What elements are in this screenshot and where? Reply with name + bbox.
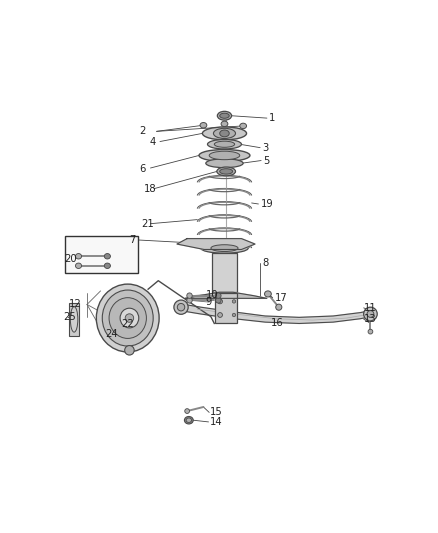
Ellipse shape bbox=[75, 263, 81, 269]
Ellipse shape bbox=[199, 150, 250, 161]
Polygon shape bbox=[180, 304, 371, 324]
Text: 18: 18 bbox=[144, 184, 156, 195]
Ellipse shape bbox=[104, 263, 110, 269]
Ellipse shape bbox=[218, 313, 223, 317]
Ellipse shape bbox=[109, 297, 146, 338]
Text: 19: 19 bbox=[261, 199, 274, 209]
Text: 12: 12 bbox=[69, 300, 82, 310]
Ellipse shape bbox=[220, 130, 229, 137]
Ellipse shape bbox=[215, 297, 221, 303]
Text: 3: 3 bbox=[262, 143, 268, 152]
Text: 20: 20 bbox=[64, 254, 77, 264]
Text: 4: 4 bbox=[150, 136, 156, 147]
Ellipse shape bbox=[177, 303, 185, 311]
Text: 17: 17 bbox=[275, 293, 287, 303]
Ellipse shape bbox=[367, 311, 374, 317]
Ellipse shape bbox=[125, 314, 134, 322]
Ellipse shape bbox=[184, 416, 193, 424]
Ellipse shape bbox=[206, 159, 243, 168]
Ellipse shape bbox=[214, 141, 235, 147]
Text: 11: 11 bbox=[364, 303, 376, 313]
Text: 9: 9 bbox=[206, 297, 212, 307]
Bar bbox=[65, 236, 138, 273]
Ellipse shape bbox=[211, 245, 238, 252]
Ellipse shape bbox=[209, 151, 240, 160]
Ellipse shape bbox=[217, 167, 236, 176]
Text: 15: 15 bbox=[210, 407, 223, 417]
Polygon shape bbox=[185, 292, 267, 298]
Ellipse shape bbox=[125, 345, 134, 355]
Ellipse shape bbox=[215, 293, 221, 298]
Text: 14: 14 bbox=[210, 417, 223, 427]
Text: 8: 8 bbox=[262, 258, 269, 268]
Ellipse shape bbox=[174, 300, 188, 314]
Ellipse shape bbox=[232, 313, 236, 317]
Ellipse shape bbox=[120, 308, 139, 328]
Text: 13: 13 bbox=[364, 314, 376, 324]
Text: 25: 25 bbox=[63, 312, 76, 322]
Ellipse shape bbox=[220, 113, 229, 118]
Bar bbox=[215, 293, 237, 324]
Ellipse shape bbox=[201, 243, 248, 253]
Ellipse shape bbox=[364, 307, 377, 321]
Ellipse shape bbox=[102, 290, 153, 346]
Ellipse shape bbox=[96, 284, 159, 352]
Ellipse shape bbox=[187, 293, 192, 298]
Text: 1: 1 bbox=[268, 113, 275, 123]
Ellipse shape bbox=[200, 123, 207, 128]
Ellipse shape bbox=[202, 127, 247, 140]
Ellipse shape bbox=[240, 123, 247, 128]
Ellipse shape bbox=[104, 254, 110, 259]
Ellipse shape bbox=[208, 140, 241, 149]
Text: 6: 6 bbox=[140, 164, 146, 174]
Ellipse shape bbox=[187, 297, 192, 303]
Ellipse shape bbox=[232, 300, 236, 303]
Ellipse shape bbox=[218, 299, 223, 304]
Ellipse shape bbox=[75, 254, 81, 259]
Ellipse shape bbox=[217, 111, 232, 120]
Bar bbox=[212, 253, 237, 292]
Text: 24: 24 bbox=[105, 329, 118, 340]
Ellipse shape bbox=[213, 128, 236, 139]
Text: 16: 16 bbox=[271, 318, 284, 328]
Text: 5: 5 bbox=[264, 156, 270, 166]
Ellipse shape bbox=[221, 121, 228, 127]
Ellipse shape bbox=[276, 304, 282, 310]
Ellipse shape bbox=[71, 306, 78, 332]
Bar bbox=[69, 303, 79, 336]
Text: 10: 10 bbox=[206, 289, 219, 300]
Ellipse shape bbox=[186, 418, 191, 423]
Ellipse shape bbox=[220, 168, 233, 174]
Ellipse shape bbox=[185, 409, 190, 414]
Ellipse shape bbox=[265, 291, 271, 297]
Ellipse shape bbox=[368, 329, 373, 334]
Text: 21: 21 bbox=[141, 219, 154, 229]
Text: 2: 2 bbox=[140, 126, 146, 136]
Text: 22: 22 bbox=[121, 319, 134, 329]
Text: 7: 7 bbox=[129, 235, 135, 245]
Polygon shape bbox=[177, 239, 255, 249]
